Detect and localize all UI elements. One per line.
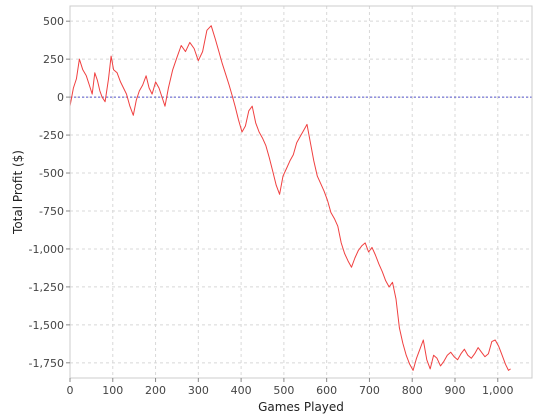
x-tick-label: 800 (402, 384, 423, 397)
x-tick-label: 0 (67, 384, 74, 397)
y-tick-label: 0 (57, 91, 64, 104)
y-tick-label: -500 (39, 167, 64, 180)
x-tick-label: 300 (188, 384, 209, 397)
y-tick-label: -1,000 (29, 243, 64, 256)
y-axis-title: Total Profit ($) (11, 150, 25, 235)
x-tick-label: 900 (445, 384, 466, 397)
x-tick-label: 500 (273, 384, 294, 397)
y-tick-label: 500 (43, 15, 64, 28)
y-tick-label: 250 (43, 53, 64, 66)
x-tick-label: 700 (359, 384, 380, 397)
x-axis-ticks: 0 100 200 300 400 500 600 700 800 900 1,000 (67, 378, 514, 397)
y-tick-label: -1,750 (29, 357, 64, 370)
x-axis-title: Games Played (258, 400, 344, 414)
grid-lines (69, 6, 532, 378)
y-tick-label: -1,500 (29, 319, 64, 332)
y-tick-label: -750 (39, 205, 64, 218)
series-layer (69, 25, 511, 371)
y-tick-label: -1,250 (29, 281, 64, 294)
x-tick-label: 400 (231, 384, 252, 397)
profit-series-line (69, 25, 511, 371)
x-tick-label: 1,000 (482, 384, 514, 397)
plot-border (69, 5, 533, 379)
x-tick-label: 600 (316, 384, 337, 397)
y-tick-label: -250 (39, 129, 64, 142)
plot-background (70, 6, 532, 378)
x-tick-label: 200 (145, 384, 166, 397)
y-axis-ticks: 500 250 0 -250 -500 -750 -1,000 -1,250 -1,500 -1,… (29, 15, 70, 370)
x-tick-label: 100 (102, 384, 123, 397)
